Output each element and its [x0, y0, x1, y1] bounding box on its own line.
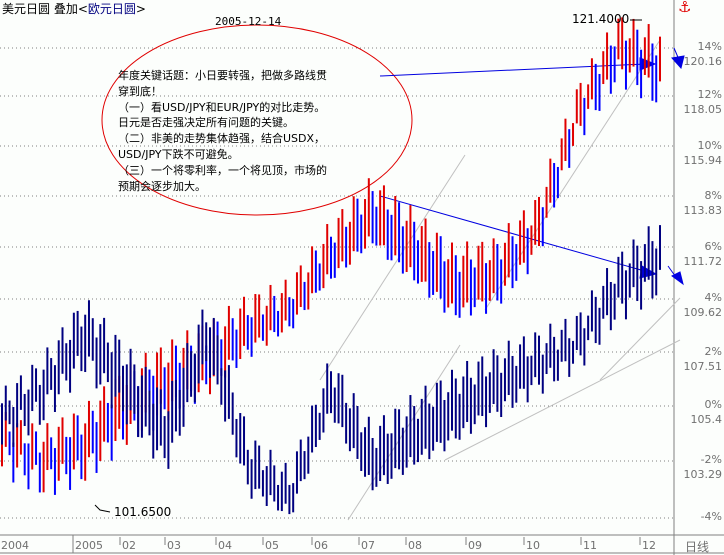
callout-ellipse	[101, 24, 413, 216]
trendlines	[319, 39, 681, 521]
symbol-label: 美元日圆	[2, 2, 51, 16]
cursor-date: 2005-12-14	[215, 15, 282, 28]
period-selector[interactable]: 日线	[685, 540, 710, 554]
y-pct-label: 14%	[697, 40, 722, 53]
chart-title: 美元日圆 叠加<欧元日圆>	[2, 2, 146, 16]
low-label: 101.6500	[114, 505, 172, 519]
y-price-label: 120.16	[683, 55, 723, 68]
overlay-symbol-link[interactable]: 欧元日圆	[87, 2, 136, 16]
x-tick-label: 2004	[1, 539, 29, 552]
grid-lines	[0, 47, 674, 519]
peak-label: 121.4000	[572, 12, 630, 26]
callout-note: 年度关键话题：小日要转强，把做多路线贯 穿到底！ （一）看USD/JPY和EUR…	[118, 69, 327, 193]
eurjpy-bars	[1, 225, 661, 515]
anchor-icon[interactable]: ⚓	[678, 0, 692, 16]
